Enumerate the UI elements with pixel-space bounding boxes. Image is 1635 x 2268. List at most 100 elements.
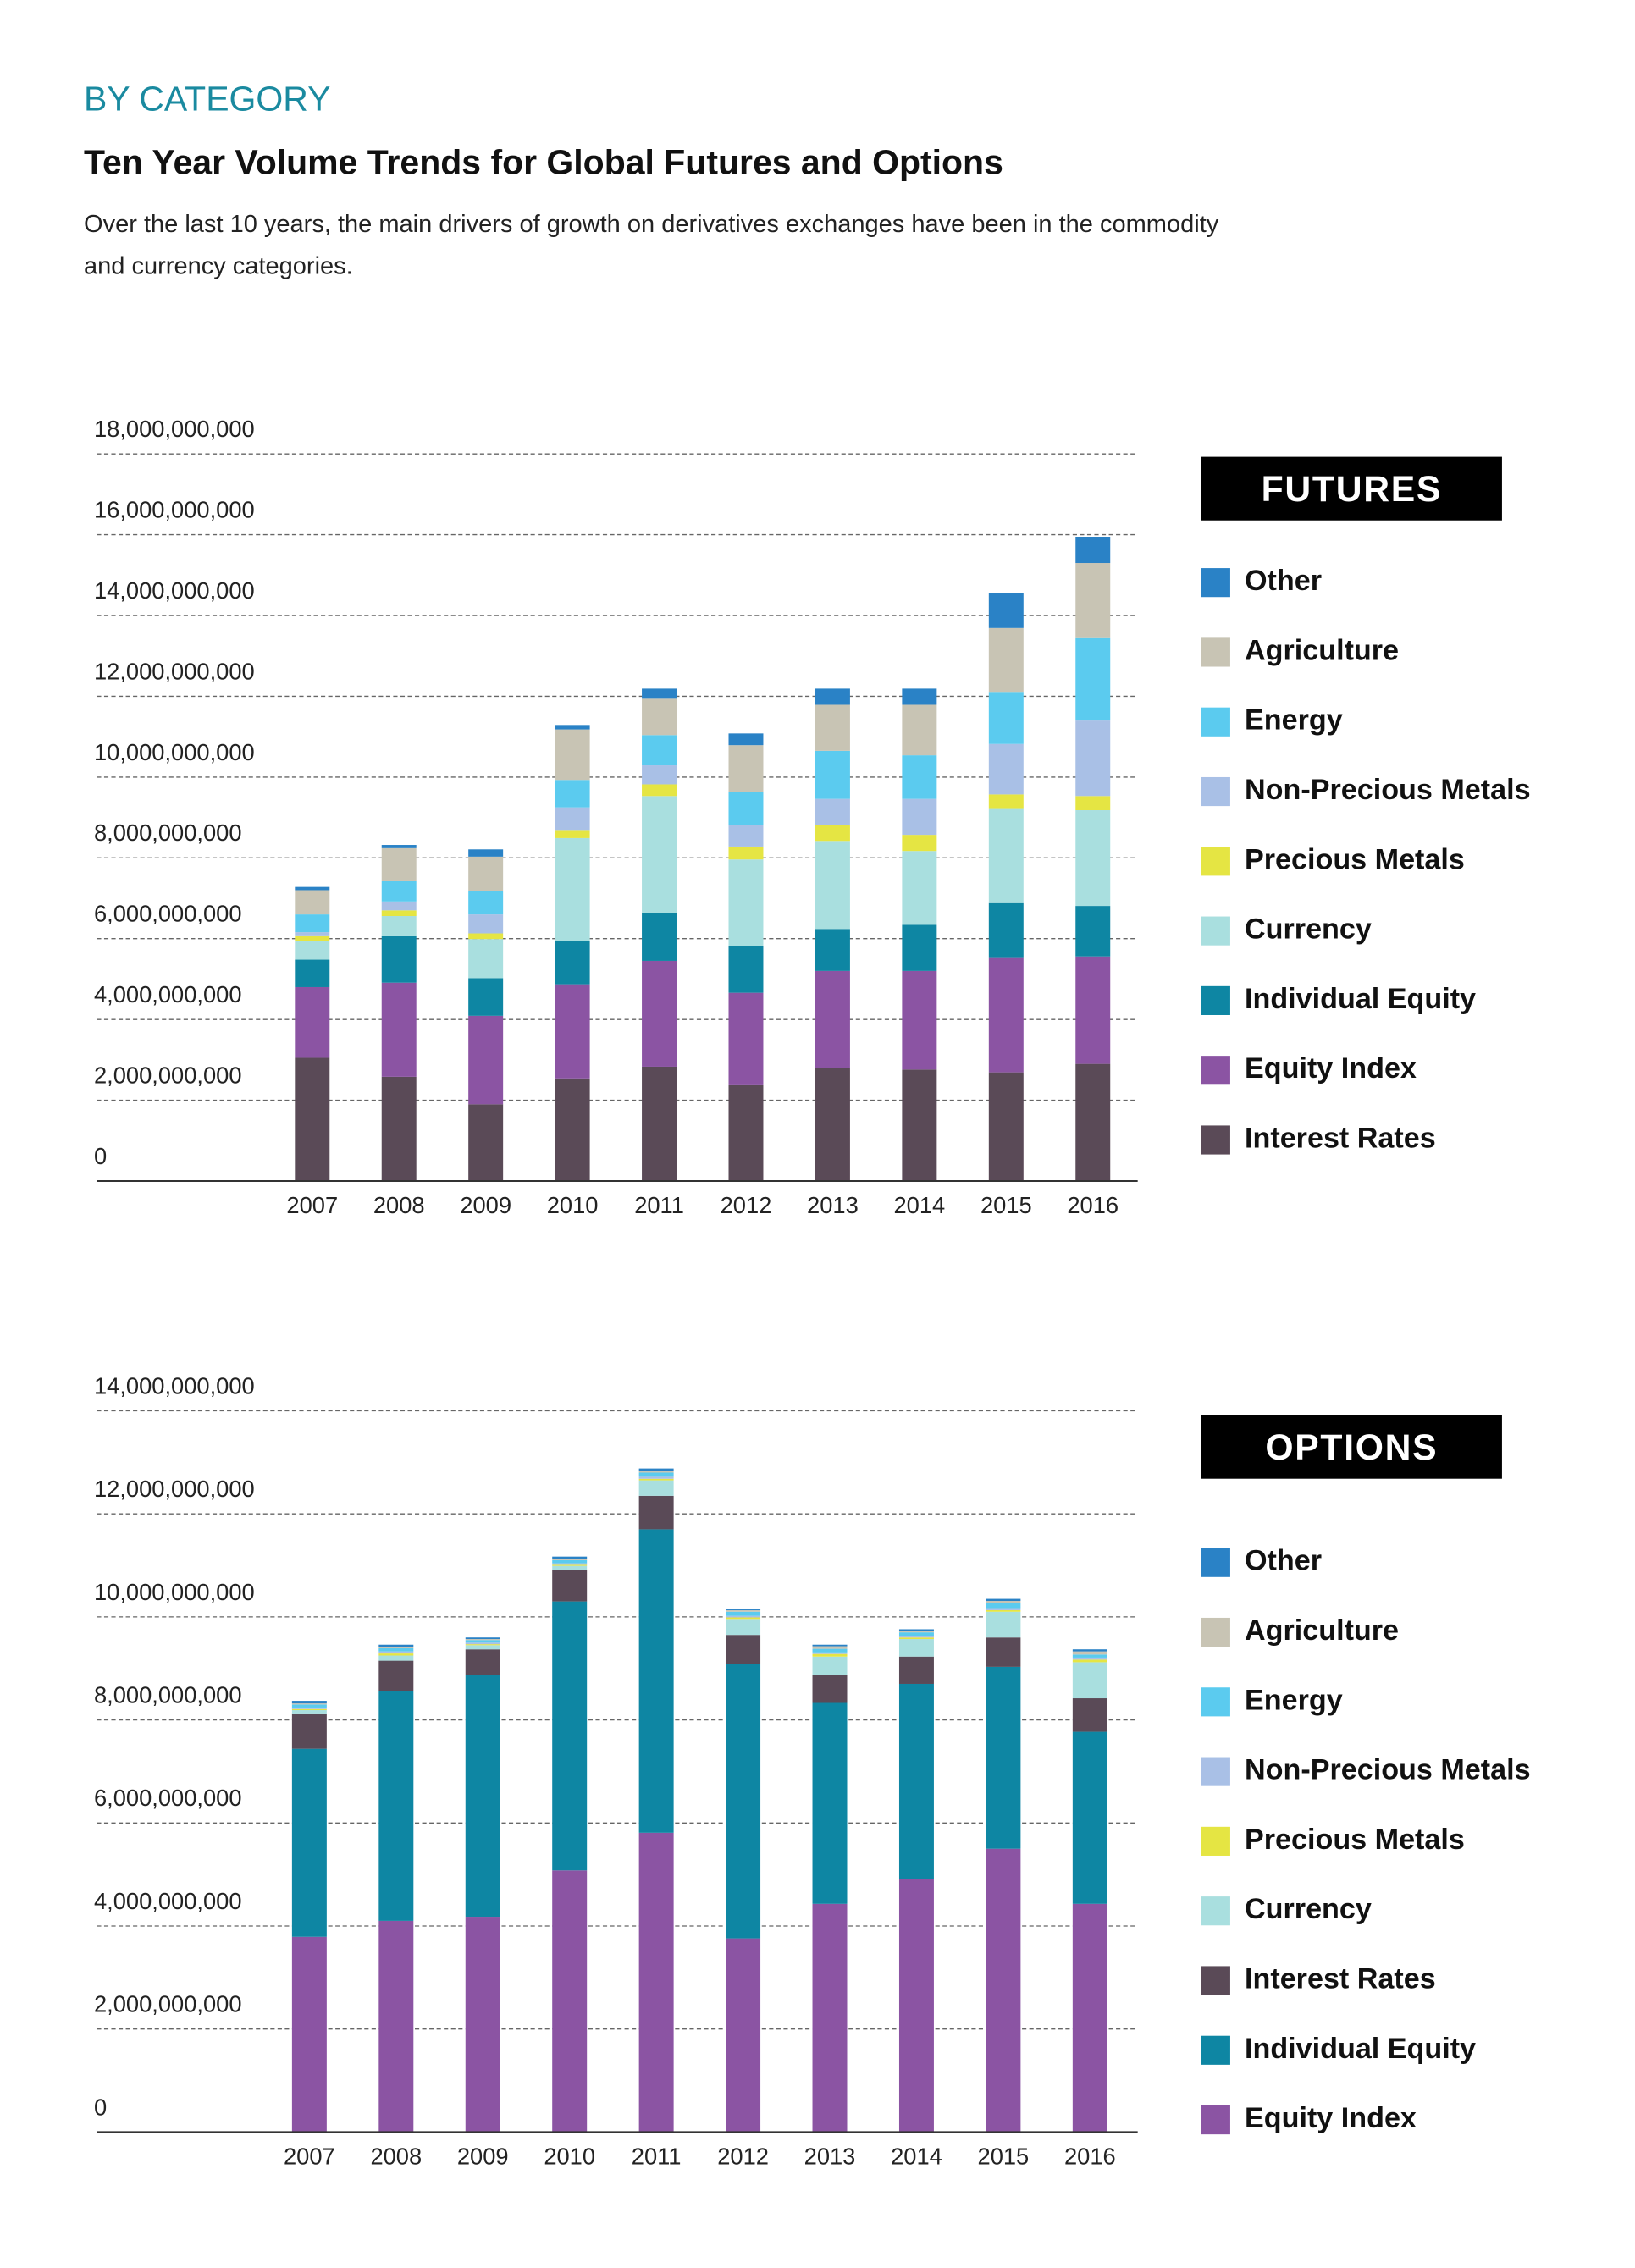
legend-label: Energy bbox=[1245, 1684, 1343, 1716]
bar-segment bbox=[1075, 956, 1111, 1064]
bar-segment bbox=[291, 1713, 327, 1749]
bar-segment bbox=[381, 982, 417, 1077]
bar-segment bbox=[815, 970, 850, 1068]
bar-segment bbox=[812, 1648, 848, 1653]
bar-segment bbox=[465, 1639, 500, 1641]
bar-segment bbox=[638, 1472, 674, 1477]
legend-swatch bbox=[1201, 776, 1230, 807]
bar-segment bbox=[468, 891, 504, 915]
x-tick-label: 2011 bbox=[632, 2143, 682, 2169]
legend-title: FUTURES bbox=[1262, 469, 1442, 510]
legend-swatch bbox=[1201, 2035, 1230, 2065]
bar-segment bbox=[465, 1644, 500, 1646]
legend-swatch bbox=[1201, 1548, 1230, 1577]
bar-segment bbox=[295, 941, 330, 960]
legend-label: Currency bbox=[1245, 1893, 1372, 1925]
bar-segment bbox=[728, 745, 764, 792]
bar-segment bbox=[291, 1707, 327, 1709]
legend-swatch bbox=[1201, 1826, 1230, 1856]
y-tick-label: 6,000,000,000 bbox=[94, 901, 242, 927]
bar-segment bbox=[468, 856, 504, 891]
x-tick-label: 2010 bbox=[547, 1192, 599, 1218]
bar-segment bbox=[815, 750, 850, 799]
bar-segment bbox=[638, 1480, 674, 1496]
x-tick-label: 2012 bbox=[717, 2143, 769, 2169]
bar-segment bbox=[726, 1664, 761, 1939]
bar-segment bbox=[638, 1495, 674, 1530]
bar-segment bbox=[295, 886, 330, 891]
bar-segment bbox=[1075, 537, 1111, 564]
bar-segment bbox=[902, 704, 937, 756]
bar-segment bbox=[555, 1078, 590, 1181]
bar-segment bbox=[898, 1639, 934, 1657]
legend-label: Currency bbox=[1245, 913, 1372, 946]
y-tick-label: 2,000,000,000 bbox=[94, 1062, 242, 1088]
bar-segment bbox=[378, 1691, 414, 1921]
y-tick-label: 16,000,000,000 bbox=[94, 497, 255, 523]
bar-segment bbox=[552, 1564, 588, 1566]
bar-segment bbox=[295, 932, 330, 936]
bar-segment bbox=[468, 939, 504, 979]
legend-label: Interest Rates bbox=[1245, 1123, 1436, 1155]
bar-segment bbox=[381, 935, 417, 983]
legend-title-box bbox=[1201, 456, 1502, 521]
bar-segment bbox=[1075, 637, 1111, 721]
bar-segment bbox=[642, 765, 677, 785]
bar-segment bbox=[988, 627, 1024, 693]
y-tick-label: 18,000,000,000 bbox=[94, 416, 255, 442]
legend-swatch bbox=[1201, 1757, 1230, 1786]
bar-segment bbox=[381, 1076, 417, 1181]
bar-segment bbox=[902, 688, 937, 705]
bar-segment bbox=[1072, 1654, 1107, 1658]
legend-label: Other bbox=[1245, 1545, 1322, 1577]
bar-segment bbox=[815, 704, 850, 751]
bar-segment bbox=[465, 1675, 500, 1918]
bar-segment bbox=[898, 1629, 934, 1631]
bar-segment bbox=[378, 1655, 414, 1661]
bar-segment bbox=[465, 1645, 500, 1650]
bar-segment bbox=[815, 825, 850, 842]
bar-segment bbox=[555, 807, 590, 831]
legend-swatch bbox=[1201, 1617, 1230, 1647]
y-tick-label: 12,000,000,000 bbox=[94, 1476, 255, 1502]
bar-segment bbox=[555, 941, 590, 985]
legend-swatch bbox=[1201, 637, 1230, 667]
bar-segment bbox=[642, 688, 677, 699]
legend-swatch bbox=[1201, 985, 1230, 1015]
bar-segment bbox=[986, 1611, 1021, 1638]
bar-segment bbox=[726, 1635, 761, 1664]
y-tick-label: 2,000,000,000 bbox=[94, 1991, 242, 2017]
bar-segment bbox=[468, 978, 504, 1016]
legend-swatch bbox=[1201, 707, 1230, 737]
bar-segment bbox=[902, 755, 937, 799]
bar-segment bbox=[898, 1636, 934, 1638]
bar-segment bbox=[552, 1601, 588, 1871]
legend-swatch bbox=[1201, 1125, 1230, 1155]
bar-segment bbox=[815, 798, 850, 825]
bar-segment bbox=[812, 1656, 848, 1675]
bar-segment bbox=[902, 835, 937, 852]
bar-segment bbox=[726, 1609, 761, 1610]
bar-segment bbox=[555, 837, 590, 941]
bar-segment bbox=[1072, 1903, 1107, 2133]
x-tick-label: 2007 bbox=[286, 1192, 338, 1218]
bar-segment bbox=[728, 859, 764, 946]
bar-segment bbox=[378, 1647, 414, 1648]
bar-segment bbox=[726, 1938, 761, 2133]
legend-label: Equity Index bbox=[1245, 2102, 1417, 2134]
bar-segment bbox=[381, 916, 417, 936]
bar-segment bbox=[638, 1471, 674, 1473]
legend-swatch bbox=[1201, 847, 1230, 876]
bar-segment bbox=[898, 1632, 934, 1636]
bar-segment bbox=[642, 784, 677, 797]
bar-segment bbox=[468, 849, 504, 857]
bar-segment bbox=[642, 698, 677, 736]
bar-segment bbox=[726, 1611, 761, 1616]
bar-segment bbox=[638, 1468, 674, 1471]
bar-segment bbox=[381, 847, 417, 881]
y-tick-label: 14,000,000,000 bbox=[94, 577, 255, 604]
bar-segment bbox=[552, 1570, 588, 1602]
bar-segment bbox=[898, 1879, 934, 2133]
bar-segment bbox=[638, 1476, 674, 1479]
bar-segment bbox=[642, 1066, 677, 1181]
